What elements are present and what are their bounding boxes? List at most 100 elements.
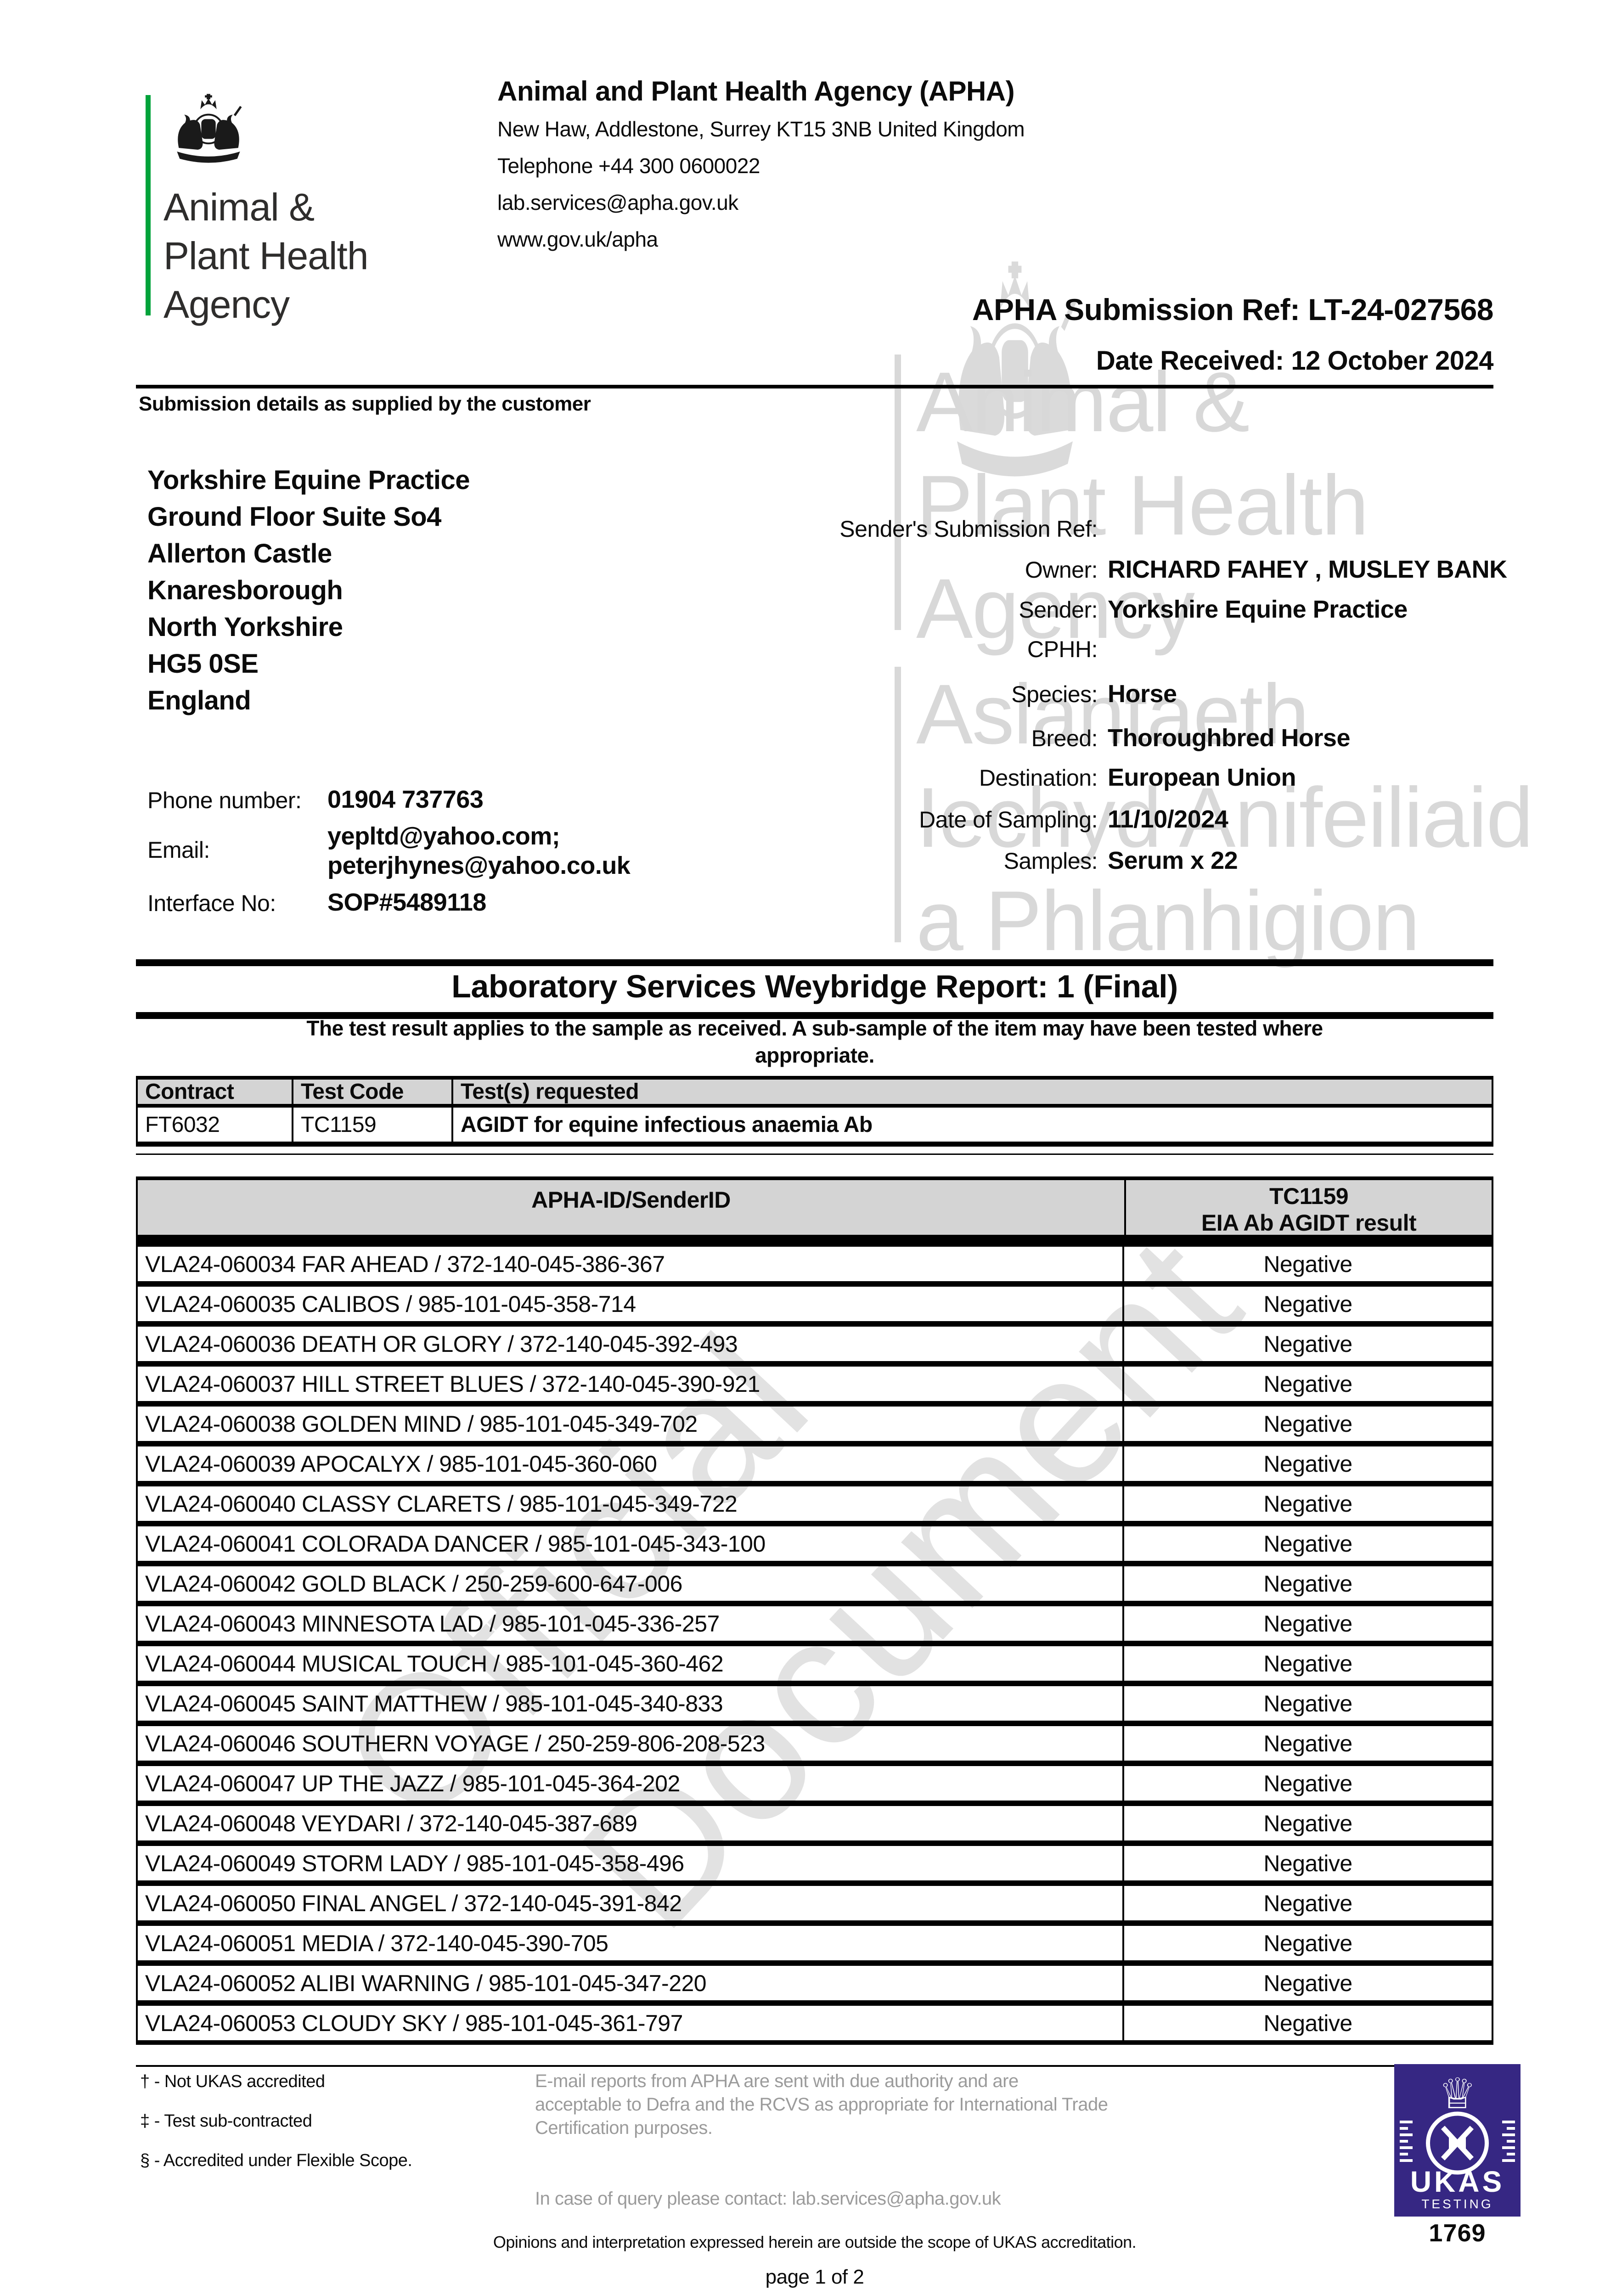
apha-logo-line: Agency [163,283,290,326]
table-outline-line [136,1154,1493,1155]
query-contact: In case of query please contact: lab.ser… [535,2189,1001,2209]
customer-address-line: England [147,686,251,715]
sample-id-cell: VLA24-060042 GOLD BLACK / 250-259-600-64… [138,1566,1124,1601]
field-label: Sender's Submission Ref: [839,516,1098,542]
ukas-wordmark: UKAS [1410,2165,1504,2198]
result-cell: Negative [1263,2010,1352,2036]
result-cell: Negative [1263,1291,1352,1317]
result-cell: Negative [1263,1810,1352,1836]
section-divider [136,385,1493,388]
field-value: Thoroughbred Horse [1108,724,1351,752]
results-table-row: VLA24-060042 GOLD BLACK / 250-259-600-64… [138,1566,1492,1606]
phone-value: 01904 737763 [327,786,484,813]
title-bar [136,1012,1493,1019]
customer-address-line: Allerton Castle [147,539,332,568]
apha-logo-line: Animal & [163,186,315,229]
sample-id-cell: VLA24-060034 FAR AHEAD / 372-140-045-386… [138,1247,1124,1281]
report-note: appropriate. [755,1043,874,1067]
sample-id-cell: VLA24-060036 DEATH OR GLORY / 372-140-04… [138,1327,1124,1361]
report-note: The test result applies to the sample as… [306,1016,1323,1040]
results-table-row: VLA24-060040 CLASSY CLARETS / 985-101-04… [138,1486,1492,1526]
report-title: Laboratory Services Weybridge Report: 1 … [451,968,1178,1004]
results-table-row: VLA24-060035 CALIBOS / 985-101-045-358-7… [138,1287,1492,1327]
title-bar [136,959,1493,966]
footnote-ukas: † - Not UKAS accredited [140,2072,325,2091]
submission-ref: APHA Submission Ref: LT-24-027568 [972,293,1494,326]
field-label: Owner: [1025,557,1098,583]
page-number: page 1 of 2 [765,2266,864,2288]
sample-id-cell: VLA24-060037 HILL STREET BLUES / 372-140… [138,1367,1124,1401]
column-header: Test Code [301,1080,404,1104]
email-notice: E-mail reports from APHA are sent with d… [535,2071,1019,2091]
apha-watermark-line: Iechyd Anifeiliaid [916,771,1533,865]
result-cell: Negative [1263,1531,1352,1557]
email-value: yepltd@yahoo.com; [327,822,560,850]
results-table: APHA-ID/SenderID TC1159 EIA Ab AGIDT res… [136,1176,1493,2045]
table-outline-line [136,2065,1493,2067]
result-cell: Negative [1263,1650,1352,1677]
field-value: European Union [1108,764,1296,791]
opinions-disclaimer: Opinions and interpretation expressed he… [493,2233,1137,2251]
sample-id-cell: VLA24-060039 APOCALYX / 985-101-045-360-… [138,1446,1124,1481]
interface-label: Interface No: [147,890,276,916]
result-cell: Negative [1263,1570,1352,1597]
field-label: Samples: [1003,848,1098,874]
field-label: Sender: [1019,597,1098,623]
results-table-row: VLA24-060044 MUSICAL TOUCH / 985-101-045… [138,1646,1492,1686]
apha-watermark-bar [895,667,901,942]
footnote-subcontracted: ‡ - Test sub-contracted [140,2111,312,2131]
test-code-cell: TC1159 [301,1112,377,1137]
column-header: Contract [145,1080,234,1104]
results-table-row: VLA24-060041 COLORADA DANCER / 985-101-0… [138,1526,1492,1566]
result-cell: Negative [1263,1890,1352,1916]
ukas-right-ruler-ticks [1502,2121,1515,2162]
results-table-row: VLA24-060034 FAR AHEAD / 372-140-045-386… [138,1247,1492,1287]
column-header-test-code: TC1159 [1269,1183,1349,1209]
sample-id-cell: VLA24-060035 CALIBOS / 985-101-045-358-7… [138,1287,1124,1321]
results-table-row: VLA24-060046 SOUTHERN VOYAGE / 250-259-8… [138,1726,1492,1766]
ukas-crown-icon: ♕ [1439,2069,1476,2118]
sample-id-cell: VLA24-060052 ALIBI WARNING / 985-101-045… [138,1966,1124,2000]
sample-id-cell: VLA24-060045 SAINT MATTHEW / 985-101-045… [138,1686,1124,1721]
results-table-row: VLA24-060036 DEATH OR GLORY / 372-140-04… [138,1327,1492,1367]
sample-id-cell: VLA24-060053 CLOUDY SKY / 985-101-045-36… [138,2006,1124,2040]
results-table-row: VLA24-060051 MEDIA / 372-140-045-390-705… [138,1926,1492,1966]
sample-id-cell: VLA24-060050 FINAL ANGEL / 372-140-045-3… [138,1886,1124,1920]
field-value: 11/10/2024 [1108,805,1228,833]
agency-phone: Telephone +44 300 0600022 [497,154,760,178]
apha-watermark-line: Asiantaeth [916,667,1309,762]
contract-table-row: FT6032 TC1159 AGIDT for equine infectiou… [138,1108,1492,1142]
sample-id-cell: VLA24-060047 UP THE JAZZ / 985-101-045-3… [138,1766,1124,1801]
apha-watermark-line: Animal & [916,355,1250,450]
results-table-row: VLA24-060038 GOLDEN MIND / 985-101-045-3… [138,1407,1492,1446]
column-header: Test(s) requested [461,1080,639,1104]
result-cell: Negative [1263,1610,1352,1637]
apha-watermark-line: Plant Health [916,458,1369,553]
sample-id-cell: VLA24-060038 GOLDEN MIND / 985-101-045-3… [138,1407,1124,1441]
field-label: Date of Sampling: [919,807,1098,833]
email-notice: acceptable to Defra and the RCVS as appr… [535,2094,1108,2115]
field-value: RICHARD FAHEY , MUSLEY BANK [1108,556,1507,583]
results-table-row: VLA24-060053 CLOUDY SKY / 985-101-045-36… [138,2006,1492,2045]
sample-id-cell: VLA24-060043 MINNESOTA LAD / 985-101-045… [138,1606,1124,1641]
results-table-row: VLA24-060039 APOCALYX / 985-101-045-360-… [138,1446,1492,1486]
ukas-accreditation-number: 1769 [1429,2219,1486,2247]
results-table-row: VLA24-060037 HILL STREET BLUES / 372-140… [138,1367,1492,1407]
field-label: Destination: [979,765,1098,791]
agency-website: www.gov.uk/apha [497,227,658,251]
date-received: Date Received: 12 October 2024 [1096,346,1494,376]
agency-email: lab.services@apha.gov.uk [497,191,738,214]
email-notice: Certification purposes. [535,2118,713,2138]
phone-label: Phone number: [147,788,302,813]
sample-id-cell: VLA24-060041 COLORADA DANCER / 985-101-0… [138,1526,1124,1561]
result-cell: Negative [1263,1770,1352,1796]
ukas-circle-emblem [1426,2111,1489,2175]
apha-watermark-line: a Phlanhigion [916,874,1420,968]
results-table-row: VLA24-060050 FINAL ANGEL / 372-140-045-3… [138,1886,1492,1926]
result-cell: Negative [1263,1451,1352,1477]
ukas-testing-label: TESTING [1421,2197,1493,2211]
results-table-row: VLA24-060048 VEYDARI / 372-140-045-387-6… [138,1806,1492,1846]
result-cell: Negative [1263,1730,1352,1756]
apha-logo-line: Plant Health [163,234,369,277]
